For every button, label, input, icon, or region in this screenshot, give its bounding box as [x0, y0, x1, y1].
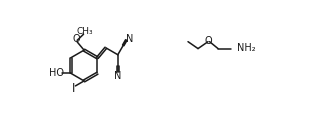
Text: N: N — [114, 71, 121, 80]
Text: O: O — [72, 34, 80, 44]
Text: CH₃: CH₃ — [76, 27, 93, 36]
Text: NH₂: NH₂ — [237, 43, 256, 53]
Text: HO: HO — [49, 68, 64, 78]
Text: N: N — [126, 34, 133, 44]
Text: I: I — [72, 82, 75, 95]
Text: O: O — [204, 36, 212, 46]
